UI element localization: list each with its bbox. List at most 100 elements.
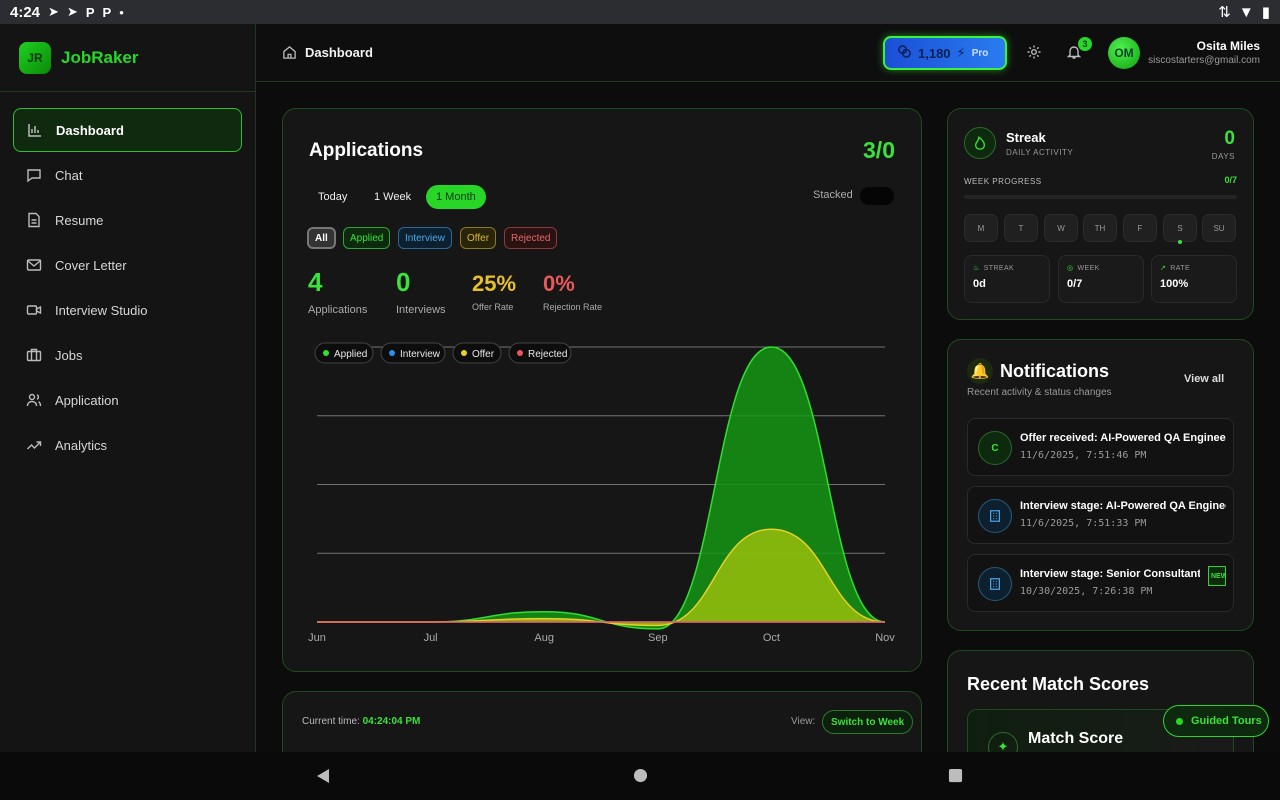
filter-offer-chip[interactable]: Offer bbox=[460, 227, 497, 249]
legend-pill bbox=[314, 342, 374, 364]
stacked-toggle[interactable] bbox=[860, 187, 894, 205]
notification-time: 10/30/2025, 7:26:38 PM bbox=[1020, 586, 1153, 597]
signal-icon: ⇅ bbox=[1218, 4, 1231, 21]
telegram-icon: ➤ bbox=[66, 4, 78, 19]
current-time-value: 04:24:04 PM bbox=[362, 716, 421, 727]
bell-icon: 🔔 bbox=[967, 358, 993, 384]
status-dot bbox=[1176, 717, 1183, 725]
view-label: View: bbox=[791, 716, 816, 727]
credits-count: 1,180 bbox=[918, 45, 951, 61]
sidebar-item-label: Cover Letter bbox=[55, 257, 127, 273]
notification-item[interactable]: Interview stage: Senior Consultant - AI … bbox=[967, 554, 1234, 612]
sidebar-item-label: Chat bbox=[55, 167, 83, 183]
day-tuesday: T bbox=[1004, 214, 1038, 242]
coins-icon bbox=[897, 44, 912, 62]
lightning-icon: ⚡ bbox=[956, 45, 966, 60]
user-info[interactable]: Osita Miles siscostarters@gmail.com bbox=[1148, 39, 1260, 66]
breadcrumb[interactable]: Dashboard bbox=[282, 45, 373, 60]
back-icon[interactable] bbox=[315, 768, 331, 789]
legend-swatch bbox=[517, 350, 523, 356]
notifications-subtitle: Recent activity & status changes bbox=[967, 387, 1112, 398]
legend-pill bbox=[508, 342, 572, 364]
sidebar-item-label: Interview Studio bbox=[55, 302, 148, 318]
stacked-label: Stacked bbox=[813, 189, 853, 201]
users-icon bbox=[26, 392, 42, 408]
mini-stat-key: RATE bbox=[1170, 264, 1191, 272]
logo: JR bbox=[19, 41, 51, 74]
legend-item-applied[interactable]: Applied bbox=[314, 342, 374, 364]
range-month-button[interactable]: 1 Month bbox=[426, 185, 486, 209]
notification-time: 11/6/2025, 7:51:33 PM bbox=[1020, 518, 1147, 529]
home-button-icon[interactable] bbox=[633, 768, 648, 788]
legend-pill bbox=[452, 342, 502, 364]
stat-offer-rate-label: Offer Rate bbox=[472, 302, 514, 312]
credits-button[interactable]: 1,180 ⚡ Pro bbox=[883, 36, 1007, 70]
current-time: Current time: 04:24:04 PM bbox=[302, 716, 420, 727]
streak-card: Streak DAILY ACTIVITY 0 DAYS WEEK PROGRE… bbox=[947, 108, 1254, 320]
week-progress-label: WEEK PROGRESS bbox=[964, 177, 1042, 186]
day-monday: M bbox=[964, 214, 998, 242]
document-icon bbox=[26, 212, 42, 228]
range-week-button[interactable]: 1 Week bbox=[374, 191, 412, 203]
filter-applied-chip[interactable]: Applied bbox=[343, 227, 391, 249]
legend-item-offer[interactable]: Offer bbox=[452, 342, 502, 364]
app: JR JobRaker Dashboard Chat Resume Cover … bbox=[0, 24, 1280, 752]
new-badge: NEW bbox=[1208, 566, 1226, 586]
filter-interview-chip[interactable]: Interview bbox=[398, 227, 453, 249]
recents-icon[interactable] bbox=[948, 768, 963, 788]
mini-stat-value: 0/7 bbox=[1067, 278, 1083, 290]
sidebar-item-application[interactable]: Application bbox=[13, 378, 242, 422]
view-all-link[interactable]: View all bbox=[1184, 373, 1225, 385]
guided-tours-button[interactable]: Guided Tours bbox=[1163, 705, 1269, 737]
clock: 4:24 bbox=[10, 3, 41, 21]
filter-all-chip[interactable]: All bbox=[307, 227, 336, 249]
notification-item[interactable]: Interview stage: AI-Powered QA Engineer … bbox=[967, 486, 1234, 544]
mini-stat-streak: ♨ STREAK 0d bbox=[964, 255, 1050, 303]
mini-stat-value: 0d bbox=[973, 278, 986, 290]
legend-item-interview[interactable]: Interview bbox=[380, 342, 446, 364]
stat-offer-rate-value: 25% bbox=[472, 271, 517, 296]
legend-label: Offer bbox=[472, 349, 495, 360]
sidebar-nav: Dashboard Chat Resume Cover Letter Inter… bbox=[0, 92, 255, 467]
legend-item-rejected[interactable]: Rejected bbox=[508, 342, 572, 364]
sidebar-item-chat[interactable]: Chat bbox=[13, 153, 242, 197]
sidebar-item-cover-letter[interactable]: Cover Letter bbox=[13, 243, 242, 287]
gear-icon[interactable] bbox=[1026, 44, 1042, 65]
streak-days-label: DAYS bbox=[1211, 152, 1235, 161]
day-friday: F bbox=[1123, 214, 1157, 242]
sidebar-item-analytics[interactable]: Analytics bbox=[13, 423, 242, 467]
sidebar-item-interview-studio[interactable]: Interview Studio bbox=[13, 288, 242, 332]
notifications-card: 🔔 Notifications Recent activity & status… bbox=[947, 339, 1254, 631]
stat-rejection-rate-label: Rejection Rate bbox=[543, 302, 603, 312]
stat-rejection-rate-value: 0% bbox=[543, 271, 575, 296]
sidebar-item-resume[interactable]: Resume bbox=[13, 198, 242, 242]
x-tick-label: Nov bbox=[875, 632, 895, 644]
legend-swatch bbox=[323, 350, 329, 356]
filter-rejected-chip[interactable]: Rejected bbox=[504, 227, 558, 249]
battery-icon: ▮ bbox=[1261, 4, 1270, 21]
week-progress-value: 0/7 bbox=[1224, 175, 1237, 185]
mini-stat-key: STREAK bbox=[983, 264, 1015, 272]
day-saturday: S bbox=[1163, 214, 1197, 242]
mini-stat-value: 100% bbox=[1160, 278, 1189, 290]
sidebar-item-jobs[interactable]: Jobs bbox=[13, 333, 242, 377]
sidebar-item-dashboard[interactable]: Dashboard bbox=[13, 108, 242, 152]
telegram-icon: ➤ bbox=[48, 4, 59, 19]
notification-item[interactable]: C Offer received: AI-Powered QA Engineer… bbox=[967, 418, 1234, 476]
notification-title: Interview stage: Senior Consultant - AI bbox=[1020, 568, 1200, 580]
bell-icon[interactable] bbox=[1066, 44, 1082, 65]
legend-pill bbox=[380, 342, 446, 364]
main-content: Applications 3/0 Today 1 Week 1 Month St… bbox=[256, 83, 1280, 752]
sparkle-icon: ✦ bbox=[988, 732, 1018, 752]
parking-icon: P bbox=[102, 4, 112, 20]
switch-to-week-button[interactable]: Switch to Week bbox=[822, 710, 914, 734]
x-tick-label: Jun bbox=[308, 632, 326, 644]
range-today-button[interactable]: Today bbox=[318, 191, 348, 203]
brand[interactable]: JR JobRaker bbox=[0, 24, 255, 92]
week-progress-bar bbox=[964, 195, 1237, 199]
legend-label: Applied bbox=[334, 349, 367, 360]
applications-card: Applications 3/0 Today 1 Week 1 Month St… bbox=[282, 108, 922, 672]
today-indicator bbox=[1178, 240, 1182, 244]
avatar[interactable]: OM bbox=[1108, 37, 1140, 69]
legend-label: Rejected bbox=[528, 349, 567, 360]
